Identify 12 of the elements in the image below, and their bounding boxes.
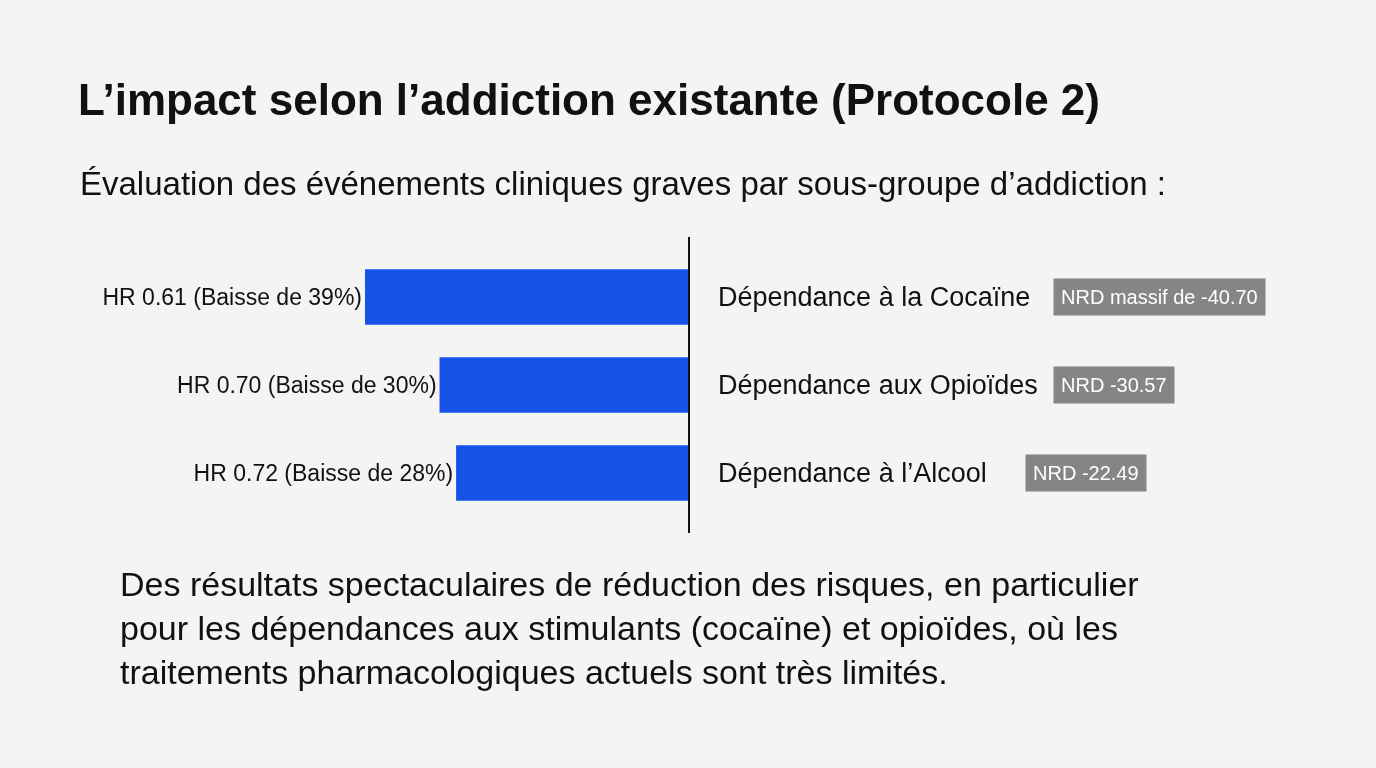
text: NRD massif de -40.70 (1061, 286, 1258, 308)
chart-title: L’impact selon l’addiction existante (Protocole 2) (78, 75, 1100, 125)
y-tick-label: Dépendance à la Cocaïne (718, 282, 1031, 312)
data-label: HR 0.61 (Baisse de 39%) (102, 283, 362, 310)
text: NRD -22.49 (1033, 462, 1139, 484)
y-tick-label: Dépendance à l’Alcool (718, 458, 987, 488)
text: Des résultats spectaculaires de réduction des risques, en particulier pour les dépendances aux stimulants (cocaïne) et opioïdes, où les traitements pharmacologiques actuels sont très limités. (120, 565, 1139, 692)
chart-subtitle: Évaluation des événements cliniques graves par sous-groupe d’addiction : (80, 165, 1166, 202)
data-label: HR 0.70 (Baisse de 30%) (177, 372, 437, 398)
data-label: HR 0.72 (Baisse de 28%) (193, 460, 454, 487)
text: NRD -30.57 (1061, 374, 1167, 396)
y-tick-label: Dépendance aux Opioïdes (718, 370, 1038, 400)
